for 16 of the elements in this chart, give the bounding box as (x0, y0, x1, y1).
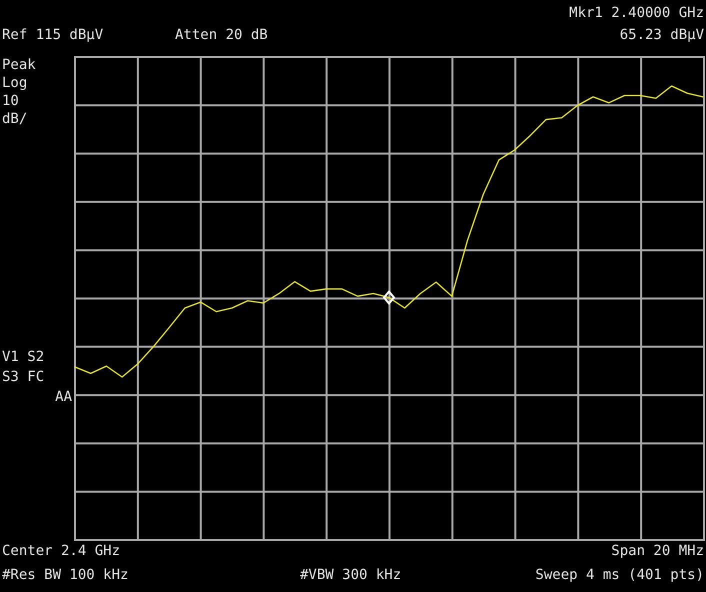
text: Log (2, 75, 28, 91)
text: S3 FC (2, 369, 44, 385)
text: Center 2.4 GHz (2, 543, 120, 559)
text: Span 20 MHz (611, 543, 704, 559)
text: Peak (2, 57, 36, 73)
text: dB/ (2, 111, 28, 127)
text: #VBW 300 kHz (300, 567, 402, 583)
text: 65.23 dBµV (620, 27, 705, 43)
text: AA (55, 389, 73, 405)
text: V1 S2 (2, 349, 44, 365)
text: Ref 115 dBµV (2, 27, 104, 43)
text: Atten 20 dB (175, 27, 268, 43)
text: #Res BW 100 kHz (2, 567, 128, 583)
text: Mkr1 2.40000 GHz (569, 5, 704, 21)
text: Sweep 4 ms (401 pts) (535, 567, 704, 583)
text: 10 (2, 93, 19, 109)
